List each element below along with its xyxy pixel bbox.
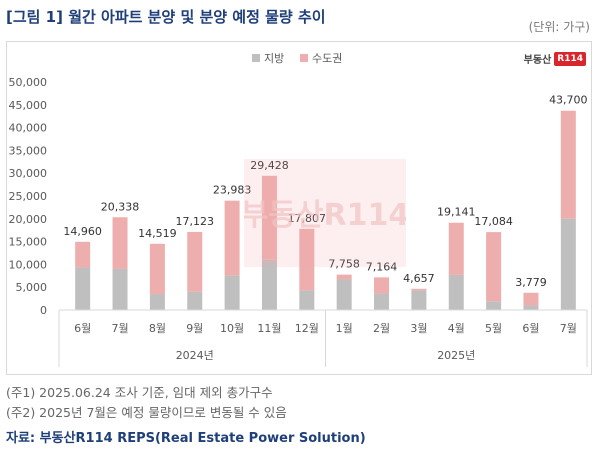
y-tick-label: 40,000: [9, 122, 48, 135]
x-tick-label: 5월: [485, 322, 502, 335]
x-tick-label: 2월: [373, 322, 390, 335]
y-tick-label: 25,000: [9, 190, 48, 203]
chart-title: [그림 1] 월간 아파트 분양 및 분양 예정 물량 추이: [6, 8, 326, 26]
logo-text: 부동산: [523, 55, 552, 66]
footnotes: (주1) 2025.06.24 조사 기준, 임대 제외 총가구수 (주2) 2…: [6, 383, 287, 423]
x-tick-label: 7월: [560, 322, 577, 335]
legend-swatch-local: [252, 54, 260, 62]
x-tick-label: 12월: [295, 322, 319, 335]
data-label: 14,960: [63, 225, 102, 238]
bar-capital: [374, 277, 390, 294]
bar-local: [112, 268, 128, 310]
bar-local: [336, 279, 352, 310]
bar-capital: [224, 200, 240, 276]
bar-capital: [149, 243, 165, 295]
bar-local: [75, 267, 91, 310]
data-label: 43,700: [549, 94, 588, 107]
y-tick-label: 30,000: [9, 167, 48, 180]
bar-local: [187, 291, 203, 310]
bar-capital: [486, 232, 502, 302]
y-tick-label: 15,000: [9, 236, 48, 249]
year-group-label: 2024년: [176, 349, 214, 362]
data-label: 17,084: [474, 215, 513, 228]
data-label: 17,123: [176, 215, 215, 228]
footnote-1: (주1) 2025.06.24 조사 기준, 임대 제외 총가구수: [6, 385, 273, 400]
x-tick-label: 6월: [74, 322, 91, 335]
data-label: 17,807: [288, 212, 327, 225]
data-label: 20,338: [101, 200, 140, 213]
data-label: 7,164: [366, 260, 398, 273]
bar-capital: [448, 222, 464, 275]
x-tick-label: 9월: [186, 322, 203, 335]
bar-local: [486, 301, 502, 310]
chart-area: 0 5,000 10,000 15,000 20,000 25,000 30,000 35,0…: [6, 41, 592, 375]
y-tick-label: 0: [40, 304, 47, 317]
x-tick-label: 8월: [149, 322, 166, 335]
source-text: 자료: 부동산R114 REPS(Real Estate Power Solut…: [6, 431, 366, 446]
x-tick-label: 6월: [522, 322, 539, 335]
bar-local: [411, 290, 427, 310]
bar-local: [374, 293, 390, 310]
data-label: 7,758: [328, 258, 360, 271]
bar-capital: [187, 231, 203, 292]
data-label: 29,428: [250, 159, 289, 172]
unit-label: (단위: 가구): [528, 20, 590, 34]
y-tick-label: 50,000: [9, 76, 48, 89]
x-tick-label: 11월: [257, 322, 281, 335]
x-tick-label: 3월: [410, 322, 427, 335]
bar-capital: [411, 288, 427, 291]
bar-local: [560, 218, 576, 310]
bar-local: [523, 305, 539, 310]
data-label: 14,519: [138, 227, 177, 240]
x-tick-label: 10월: [220, 322, 244, 335]
data-label: 4,657: [403, 272, 435, 285]
bar-capital: [299, 228, 315, 291]
y-tick-label: 5,000: [16, 281, 48, 294]
bar-capital: [560, 110, 576, 219]
bar-capital: [336, 274, 352, 280]
bar-capital: [261, 175, 277, 260]
bar-local: [448, 274, 464, 310]
x-tick-label: 4월: [448, 322, 465, 335]
bar-local: [299, 290, 315, 310]
legend-label-local: 지방: [264, 52, 284, 65]
y-tick-label: 20,000: [9, 213, 48, 226]
data-label: 3,779: [515, 276, 547, 289]
data-label: 19,141: [437, 206, 476, 219]
logo-badge: R114: [554, 51, 586, 66]
footnote-2: (주2) 2025년 7월은 예정 물량이므로 변동될 수 있음: [6, 405, 287, 420]
legend-label-capital: 수도권: [312, 52, 342, 65]
bar-capital: [75, 241, 91, 268]
x-tick-label: 7월: [111, 322, 128, 335]
x-tick-label: 1월: [336, 322, 353, 335]
year-group-label: 2025년: [437, 349, 475, 362]
y-tick-label: 35,000: [9, 144, 48, 157]
legend-swatch-capital: [300, 54, 308, 62]
bar-capital: [523, 292, 539, 306]
bar-chart: 0 5,000 10,000 15,000 20,000 25,000 30,000 35,0…: [9, 52, 588, 367]
data-label: 23,983: [213, 184, 252, 197]
y-tick-label: 45,000: [9, 99, 48, 112]
bar-capital: [112, 217, 128, 269]
brand-logo: 부동산 R114: [524, 51, 586, 66]
bar-local: [261, 259, 277, 310]
bar-local: [224, 275, 240, 310]
y-tick-label: 10,000: [9, 258, 48, 271]
bar-local: [149, 294, 165, 310]
